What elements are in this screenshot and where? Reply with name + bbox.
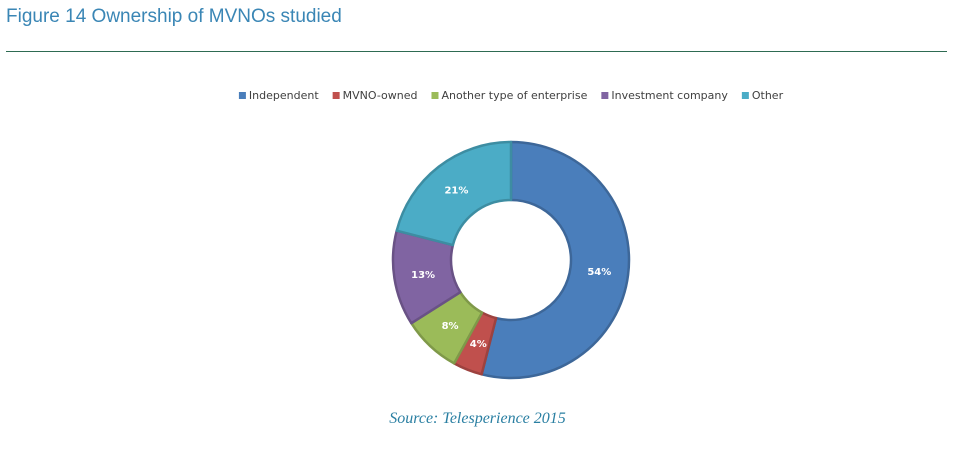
legend-label: MVNO-owned: [343, 89, 418, 102]
legend-swatch: [741, 92, 749, 99]
donut-slices: [391, 140, 631, 380]
chart-legend: Independent MVNO-owned Another type of ent…: [238, 89, 784, 102]
legend-label: Other: [752, 89, 784, 102]
legend-swatch: [601, 92, 609, 99]
legend-label: Investment company: [611, 89, 728, 102]
slice-label-another-type-of-enterprise: 8%: [442, 321, 459, 332]
legend-swatch: [332, 92, 340, 99]
legend-item-mvno-owned: MVNO-owned: [332, 89, 418, 102]
slice-label-other: 21%: [444, 186, 468, 197]
legend-item-another-type-of-enterprise: Another type of enterprise: [431, 89, 588, 102]
slice-other: [395, 140, 513, 247]
slice-independent: [480, 140, 631, 380]
legend-item-other: Other: [741, 89, 784, 102]
title-divider: [6, 51, 947, 52]
slice-label-mvno-owned: 4%: [470, 339, 487, 350]
legend-label: Another type of enterprise: [441, 89, 587, 102]
legend-swatch: [238, 92, 246, 99]
legend-item-independent: Independent: [238, 89, 319, 102]
slice-label-independent: 54%: [587, 267, 611, 278]
slice-labels: 54% 4% 8% 13% 21%: [411, 186, 611, 350]
legend-swatch: [431, 92, 439, 99]
legend-label: Independent: [249, 89, 319, 102]
source-caption: Source: Telesperience 2015: [389, 410, 566, 427]
figure-title: Figure 14 Ownership of MVNOs studied: [6, 6, 342, 27]
legend-item-investment-company: Investment company: [601, 89, 728, 102]
slice-label-investment-company: 13%: [411, 270, 435, 281]
